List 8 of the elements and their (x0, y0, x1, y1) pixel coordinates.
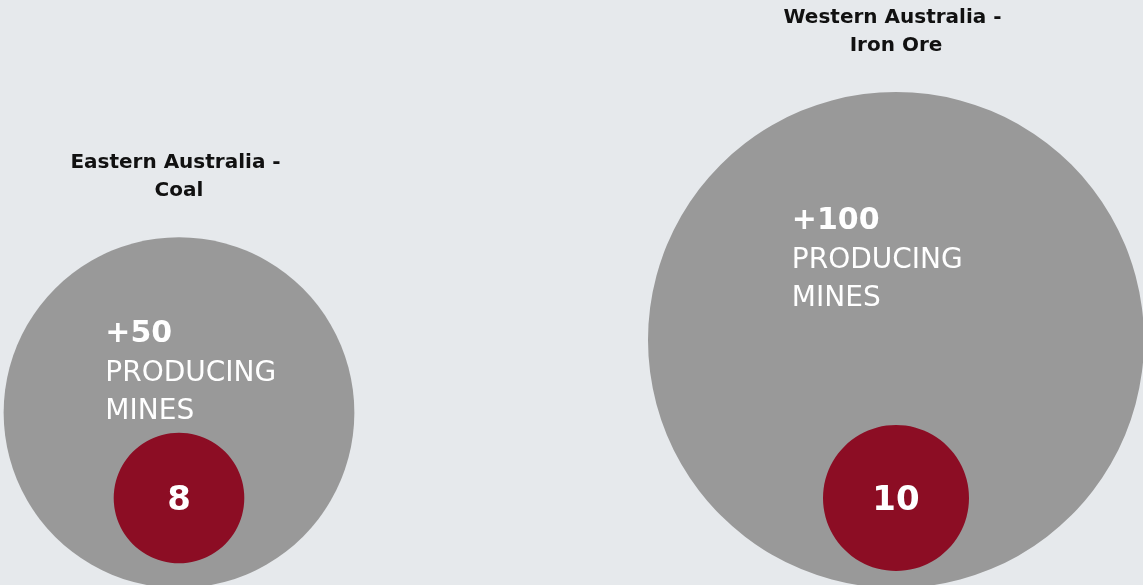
category-label: Western Australia - Iron Ore (783, 4, 1009, 56)
series-label: PRODUCING MINES (105, 354, 286, 426)
data-label: 10 (872, 478, 920, 518)
data-label: +50 (105, 313, 173, 349)
category-label: Eastern Australia - Coal (70, 149, 288, 202)
data-label: +100 (791, 201, 880, 237)
data-label: 8 (167, 478, 191, 518)
text: PRODUCING MINES (791, 242, 963, 314)
